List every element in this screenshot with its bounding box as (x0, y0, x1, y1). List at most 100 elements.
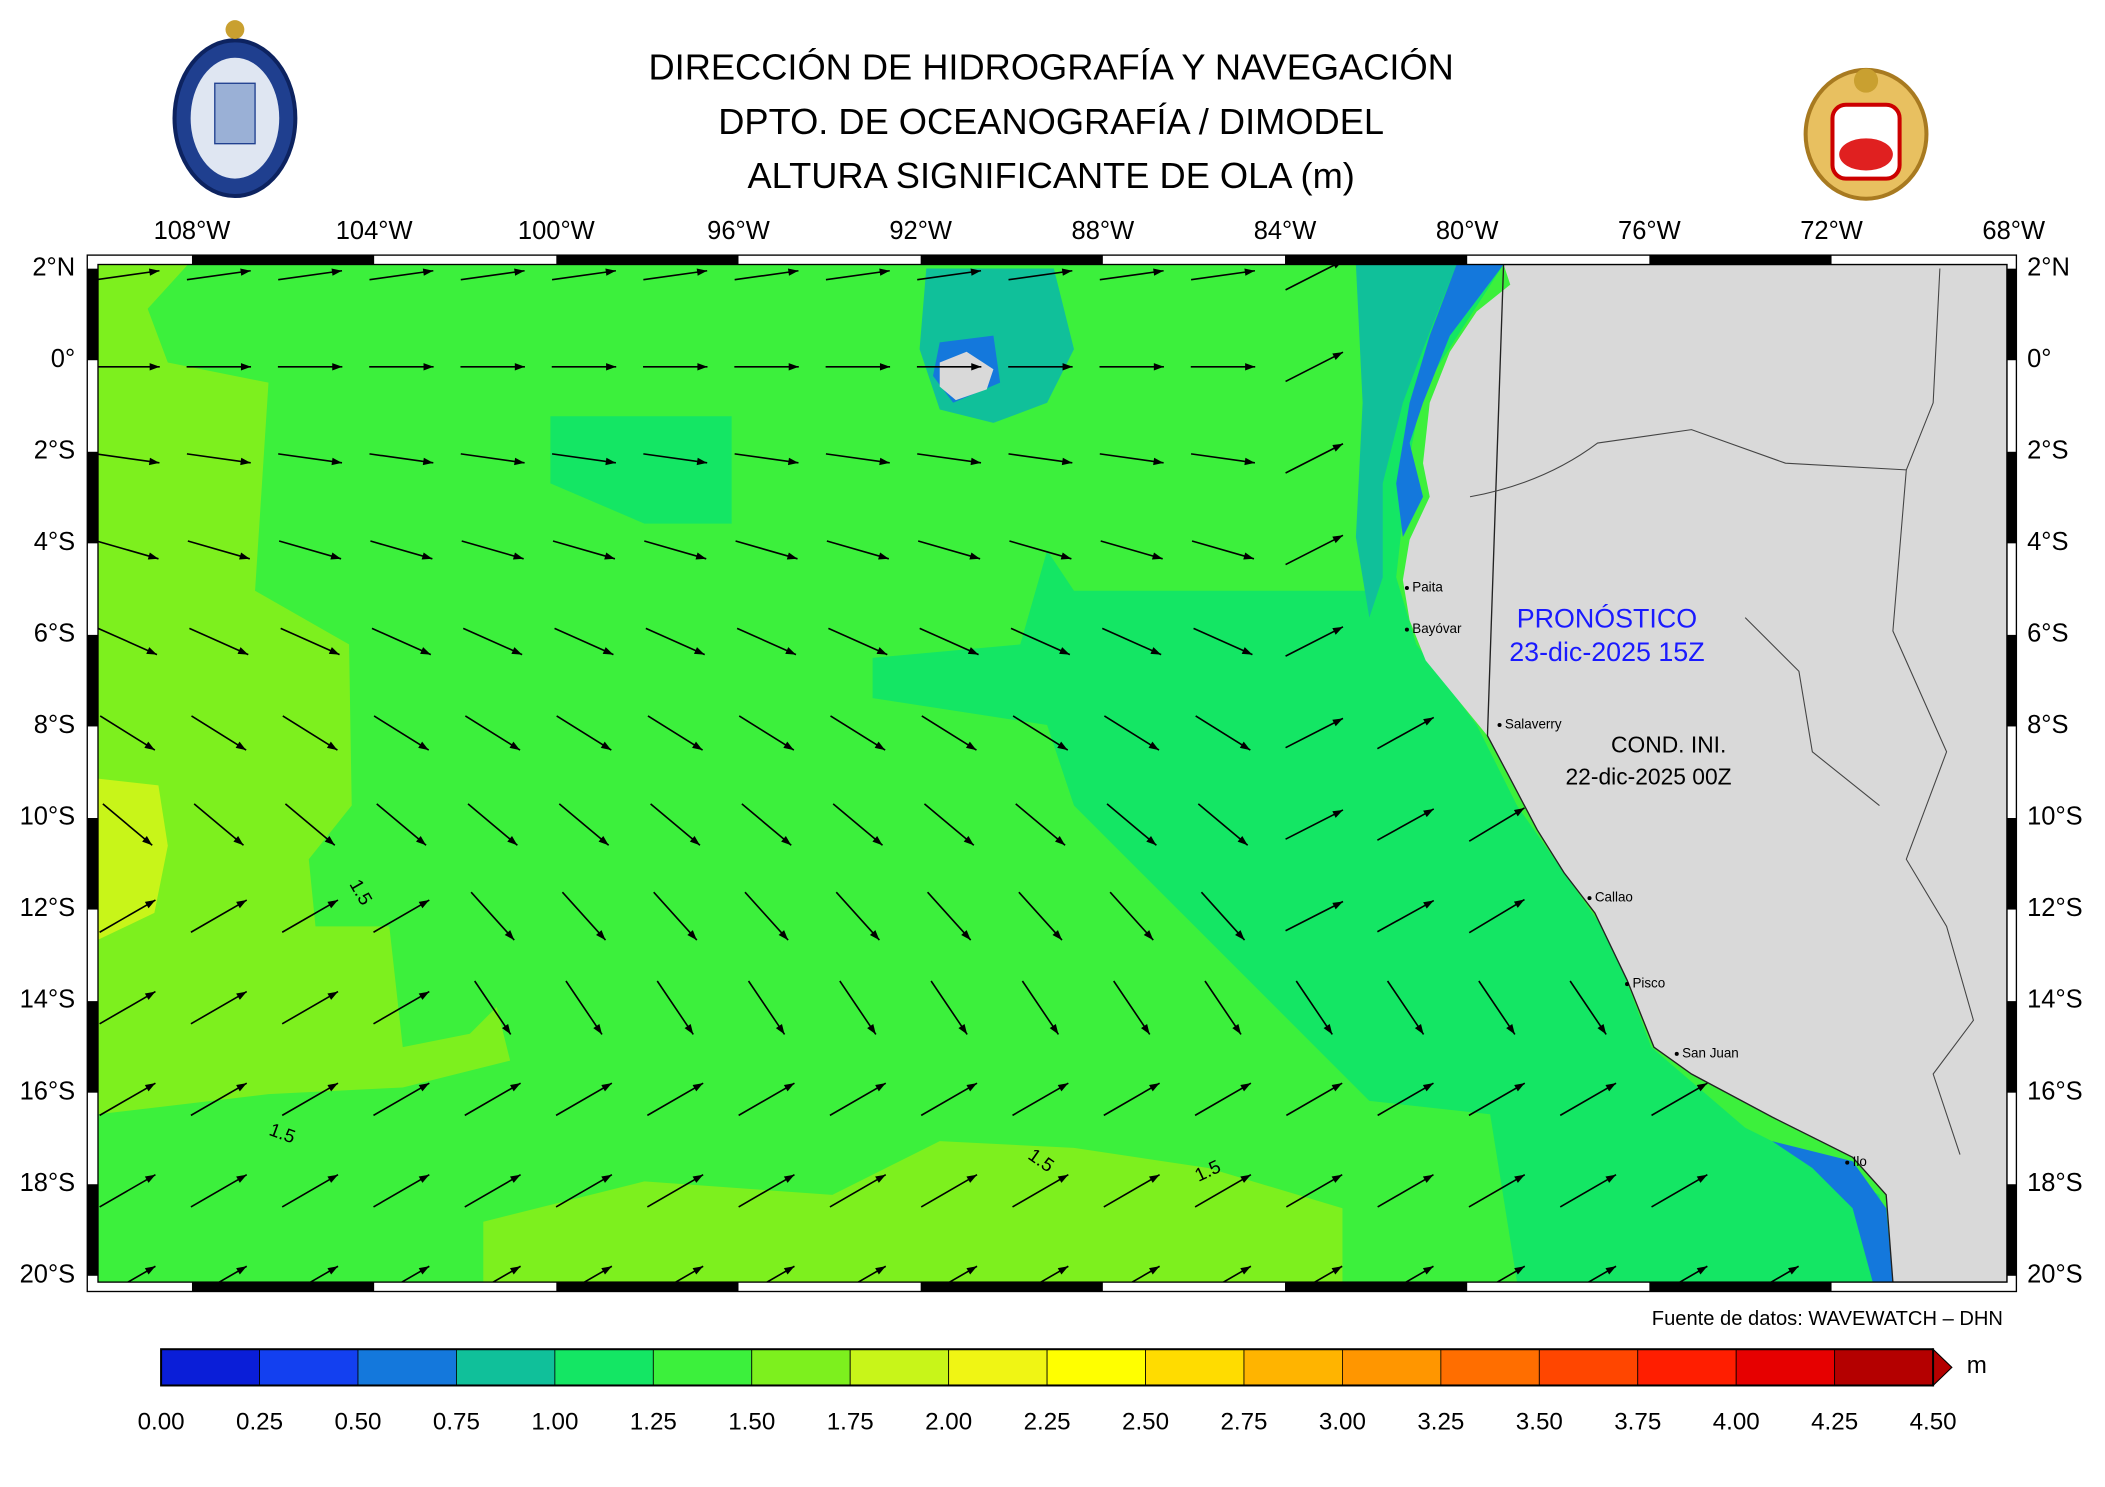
wave-region (483, 1141, 1343, 1283)
arrow-head (1148, 741, 1160, 751)
arrow-head (1049, 1023, 1059, 1035)
arrow-head (1232, 1023, 1242, 1035)
arrow-head (1422, 1174, 1434, 1183)
wave-arrow (98, 453, 160, 464)
lat-label: 8°S (2027, 711, 2068, 739)
arrow-head (144, 1266, 156, 1275)
wave-arrow (552, 540, 616, 560)
wave-arrow (282, 715, 338, 751)
frame-bar (556, 255, 739, 265)
place-dot (1404, 586, 1409, 591)
wave-arrow (736, 627, 797, 656)
wave-arrow (190, 899, 248, 933)
logo-right (1803, 67, 1929, 201)
wave-arrow (825, 269, 890, 281)
lat-label: 6°S (34, 619, 75, 647)
border-line (1469, 268, 1975, 1155)
wave-arrow (1197, 803, 1249, 846)
lat-label: 0° (2027, 345, 2051, 373)
place-label: Salaverry (1505, 717, 1562, 732)
arrow-head (693, 647, 705, 655)
colorbar-swatch (948, 1348, 1048, 1386)
arrow-head (692, 1083, 704, 1092)
wave-arrow (947, 1265, 978, 1283)
place-label: San Juan (1682, 1045, 1739, 1060)
arrow-head (1151, 552, 1163, 560)
wave-arrow (919, 627, 979, 656)
arrow-head (593, 1023, 602, 1035)
arrow-head (1149, 1174, 1160, 1183)
arrow-head (502, 1023, 511, 1035)
wave-arrow (1285, 534, 1344, 566)
wave-arrow (470, 891, 515, 941)
frame-bar (87, 634, 99, 727)
arrow-head (235, 741, 247, 751)
arrow-head (1788, 1266, 1799, 1275)
frame-bar (920, 255, 1103, 265)
wave-arrow (1285, 1174, 1343, 1208)
colorbar-swatch (1145, 1348, 1245, 1386)
source: Fuente de datos: WAVEWATCH – DHN (1652, 1308, 2003, 1330)
wave-arrow (1285, 626, 1344, 657)
wave-arrow (281, 1174, 339, 1208)
arrow-head (785, 647, 796, 655)
colorbar-swatch (160, 1348, 260, 1386)
arrow-head (422, 457, 434, 466)
forecast-time: 23-dic-2025 15Z (1509, 637, 1704, 667)
wave-arrow (1285, 1082, 1343, 1117)
arrow-head (1605, 1083, 1617, 1092)
wave-arrow (98, 269, 160, 281)
wave-arrow (826, 540, 890, 560)
wave-arrow (189, 627, 249, 656)
wave-region (1772, 1141, 1893, 1283)
wave-arrow (373, 899, 430, 933)
wave-arrow (744, 891, 789, 941)
lon-label: 92°W (889, 217, 952, 245)
colorbar-tick-label: 2.00 (925, 1408, 972, 1435)
arrow-head (504, 930, 515, 941)
arrow-head (970, 268, 982, 276)
wave-arrow (645, 627, 706, 656)
arrow-head (875, 1266, 886, 1275)
wave-arrow (373, 990, 430, 1025)
wave-arrow (369, 453, 434, 464)
arrow-head (875, 1083, 886, 1092)
arrow-head (781, 835, 792, 846)
wave-arrow (1012, 1082, 1069, 1117)
arrow-head (144, 991, 156, 1000)
wave-arrow (1295, 980, 1333, 1035)
lat-label: 4°S (34, 528, 75, 556)
wave-arrow (1386, 980, 1425, 1035)
arrow-head (511, 647, 523, 655)
wave-arrow (1103, 1174, 1161, 1208)
forecast-label: PRONÓSTICO (1517, 602, 1697, 633)
arrow-head (692, 1174, 704, 1183)
wave-arrow (917, 540, 981, 560)
colorbar-swatch (259, 1348, 359, 1386)
arrow-head (332, 363, 343, 371)
wave-arrow (1468, 807, 1525, 842)
wave-arrow (1008, 453, 1073, 464)
arrow-head (327, 1174, 339, 1183)
wave-arrow (1039, 1265, 1069, 1283)
lat-label: 16°S (2027, 1077, 2083, 1105)
initial-time: 22-dic-2025 00Z (1565, 764, 1731, 790)
lon-label: 76°W (1618, 217, 1681, 245)
arrow-head (879, 363, 891, 371)
arrow-head (240, 457, 251, 466)
frame-bar (1649, 1282, 1832, 1292)
place-label: Bayóvar (1412, 621, 1462, 636)
arrow-head (1422, 1266, 1434, 1275)
wave-arrow (369, 269, 434, 281)
arrow-head (148, 457, 160, 466)
wave-arrow (1377, 808, 1435, 841)
frame-bar (2006, 451, 2017, 544)
wave-arrow (653, 891, 698, 941)
arrow-head (879, 268, 890, 276)
wave-arrow (190, 1082, 248, 1117)
wave-arrow (1109, 891, 1154, 941)
arrow-head (971, 363, 982, 371)
colorbar-swatch (849, 1348, 950, 1386)
wave-arrow (554, 627, 614, 656)
wave-arrow (186, 269, 251, 281)
